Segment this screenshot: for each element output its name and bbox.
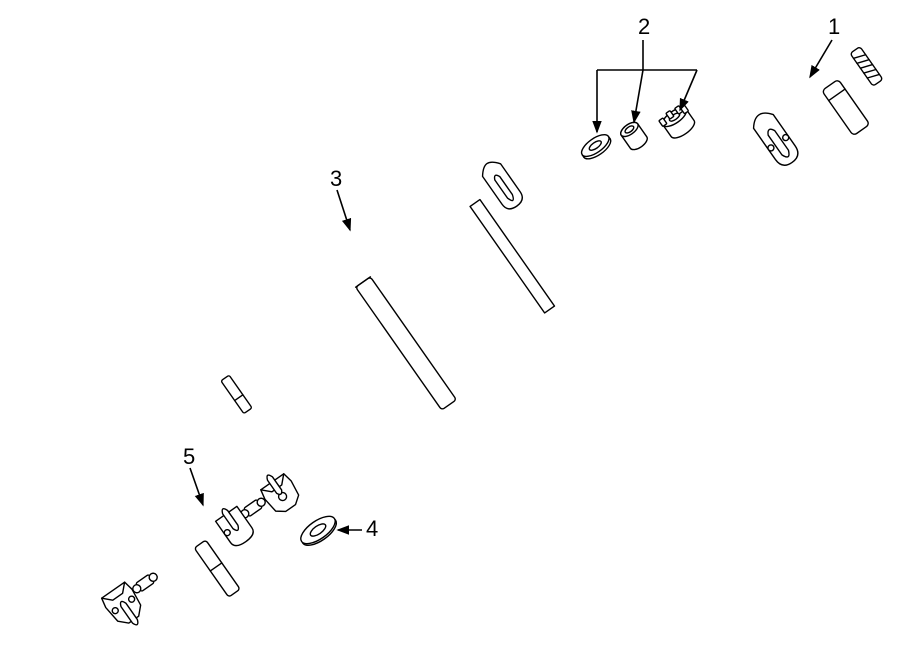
callout-5-label: 5 [183,444,195,469]
callout-5: 5 [183,444,203,505]
callout-1-label: 1 [828,14,840,39]
callout-1: 1 [810,14,840,77]
callout-4: 4 [338,516,378,541]
part-4-seal [296,511,340,550]
callout-3: 3 [330,166,350,230]
part-3-intermediate-shaft [221,157,555,413]
callout-2-label: 2 [638,14,650,39]
part-1-upper-shaft [749,47,883,170]
part-2-bushings [578,102,698,163]
callout-3-label: 3 [330,166,342,191]
part-5-lower-shaft [100,466,304,634]
callout-4-label: 4 [366,516,378,541]
